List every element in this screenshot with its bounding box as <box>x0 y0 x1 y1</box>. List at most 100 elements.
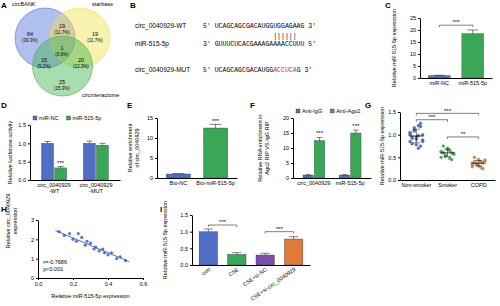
error-bar <box>204 229 213 232</box>
region-share: (15.3%) <box>54 86 70 91</box>
tick: Bio-miR-515-5p <box>196 180 235 186</box>
panel: 01230.00.20.40.6Relative circ_0040929exp… <box>1 194 147 299</box>
panel-label: G <box>365 101 371 110</box>
set-name: circBANK <box>12 1 36 7</box>
error-bar <box>210 124 222 128</box>
tick: 0.5 <box>18 159 30 165</box>
tick-label: circ_0040929-WT <box>38 182 71 194</box>
error-bar <box>45 142 51 144</box>
tick-label: 1.5 <box>180 212 188 218</box>
tick-label: 5 <box>286 160 289 166</box>
region-share: (39.3%) <box>22 38 38 43</box>
bar <box>462 34 484 78</box>
region-count: 15 <box>41 57 47 63</box>
plot-area <box>166 124 227 178</box>
axis-line <box>157 119 158 179</box>
x-axis: circ_0040929-WT circ_0040929-MUT <box>31 181 121 194</box>
tick-label: 0.5 <box>180 246 188 252</box>
y-axis: 0.00.51.01.5 <box>388 109 400 183</box>
plot-area <box>199 229 303 265</box>
tick-label: miR-NC <box>429 80 449 86</box>
tick: 0.5 <box>388 155 400 161</box>
trend-line <box>56 231 130 262</box>
sequence-part: ACCUCA <box>273 67 297 74</box>
tick-label: 2 <box>31 237 34 243</box>
tick-mark <box>291 118 293 119</box>
plot-area <box>56 230 130 262</box>
panel-label: D <box>1 101 7 110</box>
tick: 0.0 <box>35 278 43 287</box>
tick: 0.0 <box>388 177 400 183</box>
tick-label: 25 <box>410 15 416 21</box>
region-count: 64 <box>27 31 33 37</box>
tick-label: CSE <box>227 266 240 278</box>
bar <box>256 255 274 265</box>
tick: 0.4 <box>105 278 113 287</box>
y-axis: 0.00.51.01.5 <box>180 212 192 268</box>
tick: con <box>201 266 212 276</box>
tick-label: circ_0040929-MUT <box>79 182 112 194</box>
point <box>411 137 414 140</box>
tick: Smoker <box>438 182 457 188</box>
error-bar <box>306 174 311 175</box>
base-pairing: |||||| <box>273 33 296 40</box>
tick-label: 0.0 <box>180 262 188 268</box>
tick-mark <box>155 118 157 119</box>
x-axis: 0.00.20.40.6 <box>35 278 148 287</box>
tick: circ_0040929 <box>297 180 330 186</box>
point <box>481 167 484 170</box>
label-line: miR-515-5p <box>135 40 169 48</box>
label-line: *** <box>219 219 227 225</box>
label-line: *** <box>316 130 324 136</box>
axis-title: Relative miR-515-5p expression <box>51 293 129 299</box>
sequence: 5' UCAGCAGCGACAUGGUGGAGAAG 3' <box>203 23 316 30</box>
tick-label: Bio-miR-515-5p <box>196 180 235 186</box>
tick-mark <box>28 162 30 163</box>
bar <box>303 175 313 178</box>
significance: *** <box>352 123 360 129</box>
sequence-name: circ_0040929-MUT <box>135 66 190 74</box>
y-axis: 05101520 <box>283 115 294 181</box>
panel-label: E <box>127 101 133 110</box>
bar <box>55 168 67 180</box>
x-axis: miR-NCmiR-515-5p <box>421 79 493 86</box>
significance: *** <box>316 130 324 136</box>
tick-label: 0 <box>413 75 416 81</box>
tick-mark <box>398 112 400 113</box>
legend-item: Anti-IgG <box>296 108 322 114</box>
tick-mark <box>190 232 192 233</box>
significance-bracket <box>448 137 479 139</box>
significance: *** <box>452 19 460 25</box>
tick-label: 0.0 <box>388 177 396 183</box>
tick-mark <box>398 157 400 158</box>
label-line: (9.2%) <box>37 64 51 69</box>
error-bar <box>353 130 358 133</box>
plot-area <box>303 130 361 178</box>
tick: 3 <box>31 217 38 223</box>
tick-label: 10 <box>410 51 416 57</box>
tick: 5 <box>286 160 293 166</box>
label-line: 64 <box>27 31 33 37</box>
tick-mark <box>28 125 30 126</box>
point <box>413 126 416 129</box>
significance: *** <box>276 226 284 232</box>
tick: 25 <box>410 15 420 21</box>
error-bar <box>289 237 298 239</box>
region-count: 19 <box>92 31 98 37</box>
tick-label: 0.2 <box>70 281 78 287</box>
label-line: (11.7%) <box>54 30 70 35</box>
point <box>483 159 486 162</box>
point <box>415 143 418 146</box>
tick-label: Non-smoker <box>401 182 431 188</box>
point <box>68 232 71 235</box>
tick: 5 <box>413 63 420 69</box>
legend-item: miR-NC <box>33 115 59 121</box>
label-line: *** <box>212 118 220 124</box>
point <box>419 145 422 148</box>
tick: 0.2 <box>70 278 78 287</box>
label-line: (11.7%) <box>87 38 103 43</box>
tick-mark <box>418 30 420 31</box>
region-count: 20 <box>78 57 84 63</box>
axis-title: Relative RNA enrichment inAgo2 RIP VS Ig… <box>257 114 270 181</box>
tick-mark <box>38 278 39 280</box>
